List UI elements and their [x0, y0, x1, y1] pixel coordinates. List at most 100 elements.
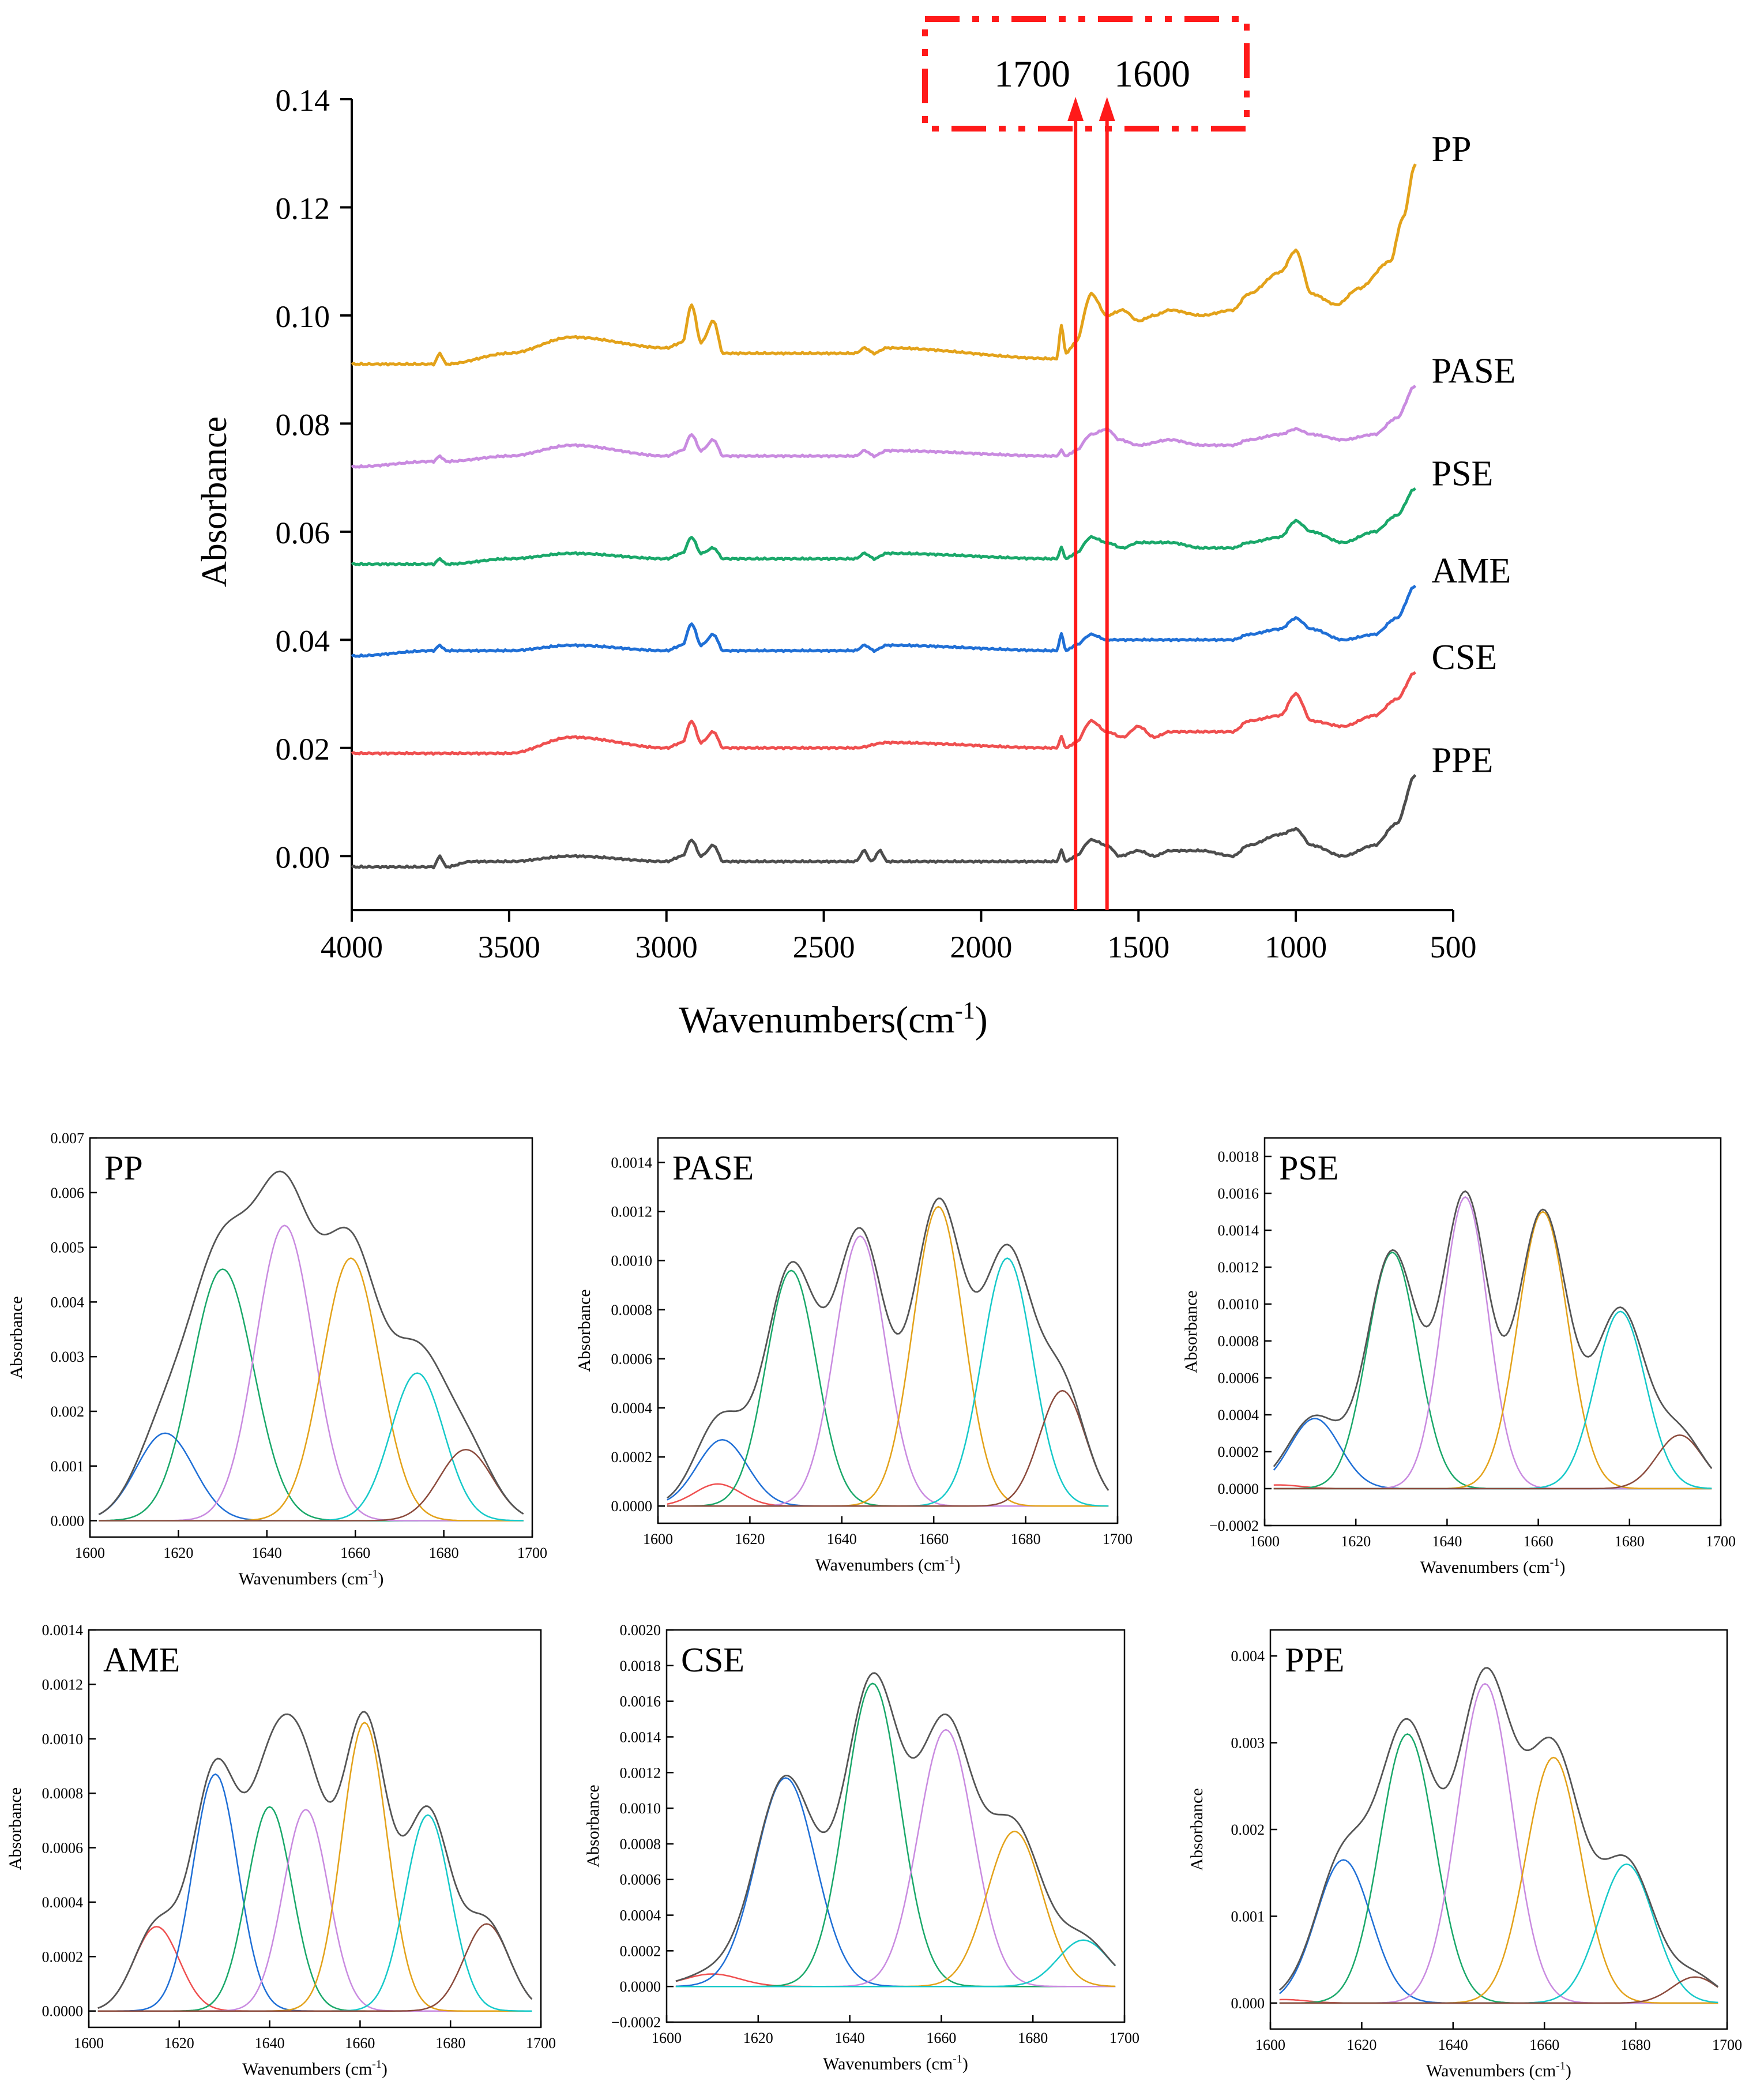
panel-x-tick-label: 1620 — [1346, 2037, 1376, 2053]
panel-y-tick-label: 0.0000 — [42, 2003, 84, 2020]
panel-y-tick-label: 0.0002 — [42, 1948, 84, 1965]
fit-peak-3 — [1279, 1733, 1718, 2004]
panel-y-tick-label: 0.000 — [1231, 1995, 1265, 2012]
panel-x-tick-label: 1680 — [1011, 1531, 1041, 1547]
series-line-ppe — [351, 774, 1417, 870]
panel-y-tick-label: 0.001 — [1231, 1908, 1265, 1925]
panel-frame — [88, 1629, 542, 2028]
panel-x-tick-label: 1700 — [1712, 2037, 1742, 2053]
panel-y-tick-label: 0.003 — [1231, 1735, 1265, 1752]
panel-frame — [1263, 1137, 1722, 1527]
deconvolution-panels: 0.000 0.001 0.002 0.003 0.004 0.005 0.006 0.007… — [6, 1130, 1742, 2080]
panel-x-tick-label: 1640 — [1438, 2037, 1468, 2053]
panel-y-axis-label: Absorbance — [6, 1787, 25, 1870]
panel-y-tick-label: 0.0002 — [620, 1943, 661, 1959]
panel-y-tick-label: 0.0004 — [42, 1894, 84, 1911]
panel-y-tick-label: 0.0012 — [620, 1764, 661, 1781]
panel-y-tick-label: 0.0016 — [1218, 1185, 1259, 1202]
panel-y-tick-label: 0.001 — [51, 1458, 85, 1475]
panel-y-tick-label: 0.0002 — [611, 1449, 653, 1466]
panel-x-tick-label: 1600 — [1250, 1533, 1280, 1550]
panel-x-tick-label: 1680 — [435, 2035, 465, 2052]
panel-x-tick-label: 1620 — [1341, 1533, 1371, 1550]
fit-peak-3 — [99, 1224, 524, 1522]
series-line-ame — [351, 584, 1417, 658]
panel-x-tick-label: 1700 — [526, 2035, 556, 2052]
panel-x-tick-label: 1600 — [74, 2035, 104, 2052]
panel-y-axis-label: Absorbance — [584, 1785, 603, 1867]
main-x-tick-label: 1500 — [1107, 930, 1169, 964]
panel-x-tick-label: 1620 — [164, 2035, 194, 2052]
panel-x-tick-label: 1640 — [1432, 1533, 1462, 1550]
main-x-ticks: 4000 3500 3000 2500 2000 1500 1000 500 — [321, 910, 1477, 964]
fit-peak-1 — [675, 1973, 1116, 1988]
envelope-curve — [675, 1672, 1116, 1982]
panel-y-tick-label: −0.0002 — [611, 2014, 661, 2031]
panel-y-tick-label: 0.0012 — [1218, 1259, 1259, 1276]
panel-y-tick-label: −0.0002 — [1209, 1517, 1259, 1534]
panel-x-tick-label: 1640 — [835, 2030, 865, 2046]
annotation-label-right: 1600 — [1114, 53, 1190, 95]
envelope-curve — [97, 1711, 533, 2009]
series-label-ppe: PPE — [1432, 741, 1494, 780]
panel-x-tick-label: 1600 — [1255, 2037, 1285, 2053]
panel-y-tick-label: 0.004 — [1231, 1648, 1265, 1665]
panel-x-axis-label: Wavenumbers (cm-1) — [815, 1554, 961, 1575]
panel-y-tick-label: 0.0010 — [1218, 1296, 1259, 1313]
series-line-cse — [351, 671, 1417, 756]
fit-peak-3 — [97, 1806, 532, 2012]
fit-peak-1 — [667, 1483, 1109, 1507]
main-y-axis-label: Absorbance — [195, 416, 234, 587]
series-label-pse: PSE — [1432, 454, 1494, 494]
panel-ame: 0.0000 0.0002 0.0004 0.0006 0.0008 0.0010 0.00… — [6, 1622, 556, 2079]
main-y-tick-label: 0.02 — [276, 732, 330, 767]
panel-x-tick-label: 1660 — [340, 1545, 370, 1561]
panel-y-tick-label: 0.006 — [51, 1185, 85, 1201]
fit-peak-3 — [675, 1682, 1116, 1988]
panel-y-tick-label: 0.0004 — [1218, 1407, 1259, 1423]
panel-frame — [665, 1629, 1126, 2023]
panel-title: AME — [103, 1641, 180, 1679]
panel-title: CSE — [681, 1641, 744, 1679]
panel-title: PSE — [1279, 1149, 1338, 1187]
panel-x-tick-label: 1600 — [652, 2030, 682, 2046]
panel-y-tick-label: 0.0006 — [620, 1872, 661, 1888]
fit-peak-4 — [97, 1809, 532, 2012]
panel-title: PPE — [1285, 1641, 1344, 1679]
panel-x-tick-label: 1660 — [345, 2035, 375, 2052]
fit-peak-6 — [675, 1939, 1116, 1988]
panel-x-tick-label: 1620 — [743, 2030, 773, 2046]
panel-y-tick-label: 0.005 — [51, 1239, 85, 1256]
panel-y-tick-label: 0.0014 — [42, 1622, 84, 1639]
fit-peak-6 — [667, 1257, 1109, 1507]
panel-y-tick-label: 0.0010 — [620, 1800, 661, 1817]
panel-x-tick-label: 1680 — [429, 1545, 459, 1561]
panel-y-tick-label: 0.0000 — [611, 1498, 653, 1515]
fit-peak-1 — [97, 1926, 532, 2012]
panel-y-tick-label: 0.0002 — [1218, 1444, 1259, 1460]
series-label-pp: PP — [1432, 130, 1472, 169]
panel-y-tick-label: 0.0006 — [611, 1351, 653, 1368]
panel-y-tick-label: 0.0018 — [620, 1658, 661, 1674]
annotation-label-left: 1700 — [994, 53, 1070, 95]
main-y-tick-label: 0.12 — [276, 191, 330, 226]
panel-pse: −0.0002 0.0000 0.0002 0.0004 0.0006 0.0008 0.0… — [1182, 1137, 1736, 1577]
panel-y-axis-label: Absorbance — [1187, 1788, 1206, 1870]
panel-y-tick-label: 0.0006 — [1218, 1370, 1259, 1387]
panel-y-tick-label: 0.0006 — [42, 1840, 84, 1857]
fit-peak-2 — [97, 1773, 532, 2012]
fit-peak-3 — [667, 1269, 1109, 1507]
panel-y-axis-label: Absorbance — [1182, 1290, 1201, 1373]
panel-y-tick-label: 0.0008 — [620, 1836, 661, 1853]
main-y-tick-label: 0.00 — [276, 840, 330, 874]
panel-x-tick-label: 1640 — [827, 1531, 857, 1547]
panel-pase: 0.0000 0.0002 0.0004 0.0006 0.0008 0.0010 0.00… — [575, 1137, 1133, 1575]
panel-y-tick-label: 0.003 — [51, 1348, 85, 1365]
panel-cse: −0.0002 0.0000 0.0002 0.0004 0.0006 0.0008 0.0… — [584, 1622, 1139, 2073]
panel-x-tick-label: 1700 — [1109, 2030, 1139, 2046]
panel-y-tick-label: 0.0008 — [42, 1785, 84, 1802]
main-x-tick-label: 4000 — [321, 930, 383, 964]
panel-x-tick-label: 1600 — [643, 1531, 673, 1547]
fit-peak-4 — [1279, 1682, 1718, 2004]
fit-peak-7 — [1273, 1434, 1713, 1490]
